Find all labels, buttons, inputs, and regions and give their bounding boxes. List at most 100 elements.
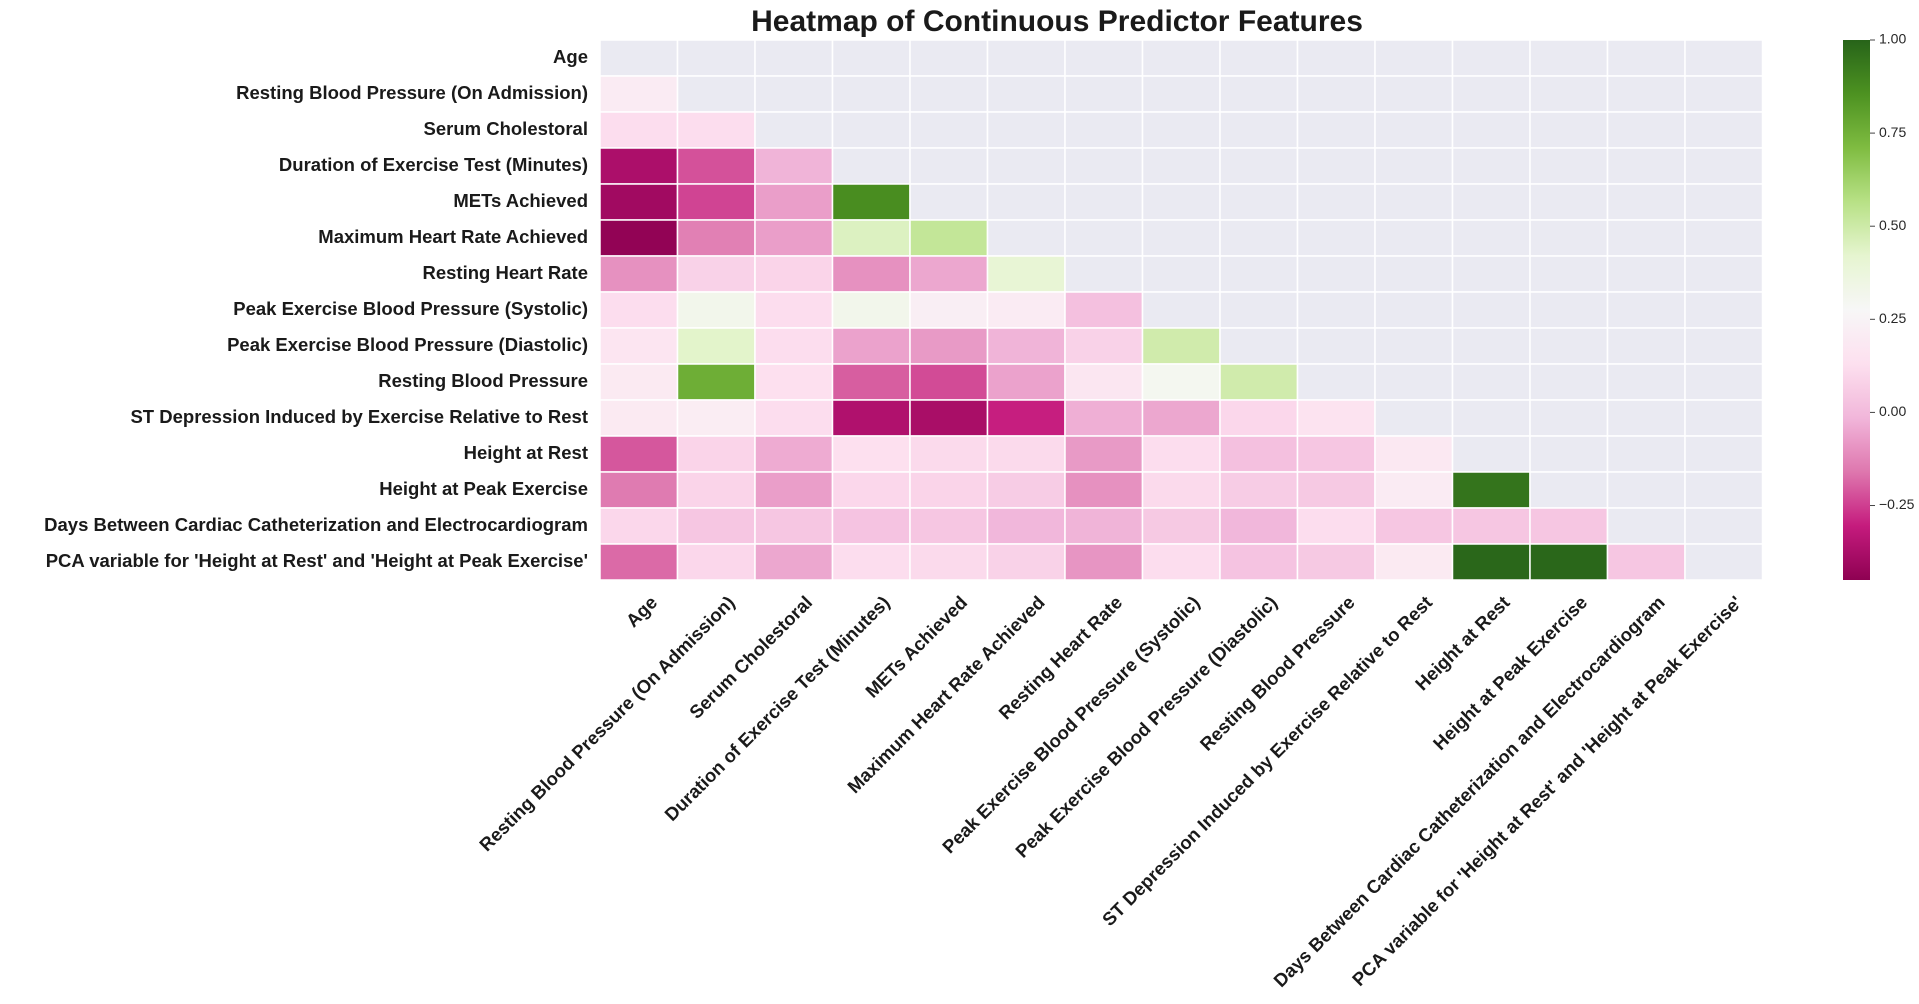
y-axis-labels: Age Resting Blood Pressure (On Admission)… [44,46,588,571]
heatmap-cell [986,471,1066,509]
heatmap-cell-masked [1529,363,1609,401]
y-tick-label: Maximum Heart Rate Achieved [318,226,588,247]
heatmap-cell-masked [1451,39,1531,77]
heatmap-cell-masked [1141,255,1221,293]
heatmap-cell-masked [754,111,834,149]
heatmap-cell [1141,471,1221,509]
y-tick-label: METs Achieved [453,190,588,211]
heatmap-cell-masked [1451,435,1531,473]
heatmap-cell [831,363,911,401]
heatmap-cell [1451,507,1531,545]
heatmap-cell [986,435,1066,473]
heatmap-cell-masked [909,183,989,221]
heatmap-cell-masked [1529,147,1609,185]
heatmap-cell-masked [1606,471,1686,509]
heatmap-cell [909,435,989,473]
heatmap-cell-masked [1606,111,1686,149]
heatmap-cell [599,147,679,185]
heatmap-cell-masked [599,39,679,77]
heatmap-cell-masked [986,39,1066,77]
heatmap-cell [909,219,989,257]
heatmap-cell-masked [1684,399,1764,437]
heatmap-cell-masked [1684,507,1764,545]
x-tick-label: Resting Blood Pressure [1196,592,1359,755]
y-tick-label: Duration of Exercise Test (Minutes) [279,154,588,175]
heatmap-cell [754,543,834,581]
heatmap-cell [599,399,679,437]
heatmap-cell-masked [1296,363,1376,401]
chart-title: Heatmap of Continuous Predictor Features [751,5,1363,38]
heatmap-cell-masked [1529,75,1609,113]
heatmap-cell [1529,543,1609,581]
heatmap-cell [831,291,911,329]
x-tick-label: Resting Blood Pressure (On Admission) [475,592,739,856]
heatmap-cell-masked [1064,147,1144,185]
heatmap-cell-masked [1606,291,1686,329]
heatmap-cell-masked [1684,435,1764,473]
heatmap-cell-masked [1684,183,1764,221]
heatmap-cell-masked [909,39,989,77]
y-tick-label: Days Between Cardiac Catheterization and… [44,514,588,535]
colorbar-tick-label: 0.25 [1879,310,1906,326]
heatmap-cell [676,183,756,221]
heatmap-cell-masked [676,39,756,77]
heatmap-cell [676,507,756,545]
heatmap-cell [754,507,834,545]
heatmap-cell-masked [1529,39,1609,77]
heatmap-cell [754,435,834,473]
x-tick-label: Height at Peak Exercise [1429,592,1591,754]
heatmap-cell [599,507,679,545]
heatmap-cell-masked [1684,39,1764,77]
heatmap-cell [599,327,679,365]
heatmap-cell-masked [1374,39,1454,77]
heatmap-cell-masked [1606,147,1686,185]
heatmap-cell [676,435,756,473]
heatmap-cell [1141,543,1221,581]
heatmap-cell [676,363,756,401]
heatmap-cell-masked [1451,291,1531,329]
heatmap-cell [599,363,679,401]
colorbar: 1.00 0.75 0.50 0.25 0.00 −0.25 [1843,31,1915,580]
heatmap-cell [1141,399,1221,437]
heatmap-cell-masked [1451,111,1531,149]
heatmap-cell [1141,363,1221,401]
heatmap-cell [599,111,679,149]
heatmap-cell-masked [1606,507,1686,545]
heatmap-cell [831,507,911,545]
heatmap-cell-masked [1451,399,1531,437]
heatmap-cell [599,435,679,473]
heatmap-cell [1219,435,1299,473]
heatmap-cell-masked [1374,291,1454,329]
heatmap-cell [754,183,834,221]
heatmap-cell-masked [1684,147,1764,185]
heatmap-cell [831,471,911,509]
heatmap-cell-masked [1451,219,1531,257]
heatmap-cell [1296,471,1376,509]
heatmap-cell [599,183,679,221]
heatmap-cell-masked [831,75,911,113]
heatmap-cell [1374,435,1454,473]
x-tick-label: Days Between Cardiac Catheterization and… [1269,592,1668,991]
heatmap-cell [909,507,989,545]
y-tick-label: Peak Exercise Blood Pressure (Systolic) [233,298,588,319]
heatmap-cell [676,543,756,581]
heatmap-cell-masked [1141,291,1221,329]
heatmap-cell-masked [1219,147,1299,185]
heatmap-cell [599,75,679,113]
heatmap-cell-masked [1064,111,1144,149]
heatmap-cell-masked [1451,327,1531,365]
heatmap-cell [1064,543,1144,581]
heatmap-cell [1219,543,1299,581]
heatmap-cell [1219,471,1299,509]
heatmap-cell [599,471,679,509]
heatmap-cell [1141,435,1221,473]
heatmap-cell [1374,471,1454,509]
heatmap-cell [754,255,834,293]
heatmap-cell [1064,327,1144,365]
heatmap-cell-masked [1529,327,1609,365]
heatmap-cell [1219,507,1299,545]
heatmap-cell-masked [1219,291,1299,329]
y-tick-label: Serum Cholestoral [424,118,589,139]
